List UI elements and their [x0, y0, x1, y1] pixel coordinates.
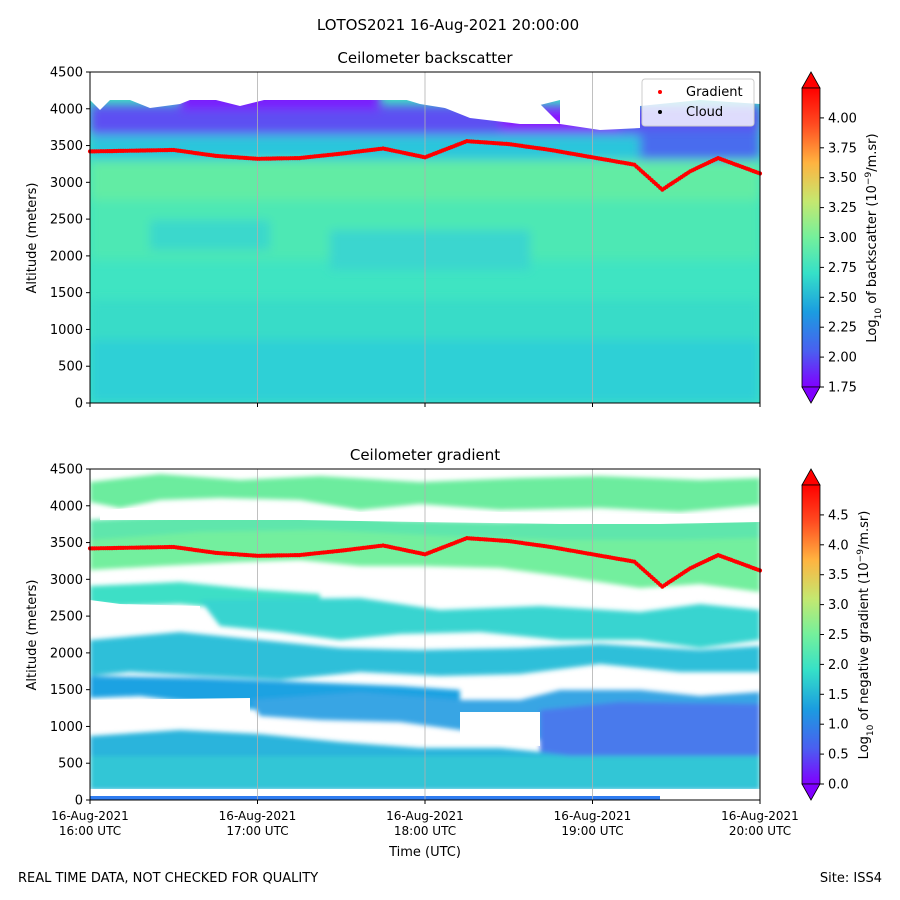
y-tick-label: 3500 [50, 536, 83, 551]
colorbar-tick-label: 1.5 [828, 688, 849, 703]
colorbar-tick-label: 2.75 [828, 261, 857, 276]
gradient-ylabel: Altitude (meters) [25, 580, 40, 691]
backscatter-ylabel: Altitude (meters) [25, 183, 40, 294]
y-tick-label: 4500 [50, 463, 83, 478]
x-tick-time: 19:00 UTC [561, 824, 623, 838]
colorbar-tick-label: 3.50 [828, 171, 857, 186]
colorbar-tick-label: 3.25 [828, 201, 857, 216]
y-tick-label: 1500 [50, 683, 83, 698]
y-tick-label: 4000 [50, 102, 83, 117]
x-tick-date: 16-Aug-2021 [386, 809, 464, 823]
backscatter-title: Ceilometer backscatter [337, 49, 513, 67]
legend-gradient-label: Gradient [686, 85, 743, 100]
y-tick-label: 1500 [50, 286, 83, 301]
colorbar-tick-label: 1.75 [828, 381, 857, 396]
x-tick-date: 16-Aug-2021 [554, 809, 632, 823]
colorbar-tick-label: 2.50 [828, 291, 857, 306]
y-tick-label: 3500 [50, 139, 83, 154]
x-tick-date: 16-Aug-2021 [219, 809, 297, 823]
gradient-xlabel: Time (UTC) [388, 845, 461, 860]
x-tick-time: 17:00 UTC [226, 824, 288, 838]
y-tick-label: 2500 [50, 213, 83, 228]
x-tick-time: 20:00 UTC [729, 824, 791, 838]
x-tick-date: 16-Aug-2021 [721, 809, 799, 823]
y-tick-label: 500 [58, 360, 83, 375]
y-tick-label: 1000 [50, 323, 83, 338]
y-tick-label: 4500 [50, 66, 83, 81]
legend-cloud-label: Cloud [686, 105, 723, 120]
gradient-title: Ceilometer gradient [350, 446, 500, 464]
colorbar-tick-label: 0.5 [828, 748, 849, 763]
gradient-colorbar-ticks: 0.0 0.5 1.0 1.5 2.0 2.5 3.0 3.5 4.0 4.5 [820, 508, 849, 793]
y-tick-label: 3000 [50, 573, 83, 588]
colorbar-tick-label: 2.5 [828, 628, 849, 643]
y-tick-label: 2000 [50, 249, 83, 264]
gradient-panel: Ceilometer gradient [25, 446, 876, 860]
colorbar-tick-label: 2.25 [828, 321, 857, 336]
x-tick-date: 16-Aug-2021 [51, 809, 129, 823]
backscatter-gradient-points [87, 139, 763, 192]
gradient-gridlines [257, 469, 593, 800]
colorbar-tick-label: 3.75 [828, 141, 857, 156]
gradient-gradient-points [87, 536, 763, 589]
colorbar-tick-label: 4.5 [828, 508, 849, 523]
y-tick-label: 0 [75, 794, 83, 809]
colorbar-tick-label: 3.0 [828, 598, 849, 613]
figure-suptitle: LOTOS2021 16-Aug-2021 20:00:00 [317, 16, 579, 34]
colorbar-tick-label: 4.0 [828, 538, 849, 553]
x-tick-time: 16:00 UTC [59, 824, 121, 838]
legend-gradient-marker [658, 90, 662, 94]
y-tick-label: 4000 [50, 499, 83, 514]
colorbar-tick-label: 2.00 [828, 351, 857, 366]
backscatter-colorbar: 1.75 2.00 2.25 2.50 2.75 3.00 3.25 3.50 3.75 4.00… [801, 71, 884, 404]
colorbar-tick-label: 3.00 [828, 231, 857, 246]
backscatter-x-ticks [89, 403, 761, 407]
gradient-colorbar: 0.0 0.5 1.0 1.5 2.0 2.5 3.0 3.5 4.0 4.5 Log10 of … [801, 468, 876, 801]
y-tick-label: 3000 [50, 176, 83, 191]
backscatter-colorbar-label: Log10 of backscatter (10−9/m.sr) [864, 133, 884, 342]
colorbar-tick-label: 2.0 [828, 658, 849, 673]
gradient-y-ticks: 0 500 1000 1500 2000 2500 3000 3500 4000 4500 [50, 463, 90, 809]
y-tick-label: 1000 [50, 720, 83, 735]
legend-cloud-marker [658, 110, 662, 114]
y-tick-label: 2500 [50, 610, 83, 625]
y-tick-label: 500 [58, 757, 83, 772]
backscatter-colorbar-ticks: 1.75 2.00 2.25 2.50 2.75 3.00 3.25 3.50 3.75 4.00 [820, 111, 857, 396]
y-tick-label: 0 [75, 397, 83, 412]
x-tick-time: 18:00 UTC [394, 824, 456, 838]
footer-quality-note: REAL TIME DATA, NOT CHECKED FOR QUALITY [18, 871, 318, 886]
footer-site: Site: ISS4 [820, 871, 882, 886]
backscatter-gridlines [257, 72, 593, 403]
colorbar-tick-label: 0.0 [828, 778, 849, 793]
gradient-colorbar-label: Log10 of negative gradient (10−9/m.sr) [856, 511, 876, 760]
colorbar-tick-label: 3.5 [828, 568, 849, 583]
colorbar-tick-label: 4.00 [828, 111, 857, 126]
backscatter-legend: Gradient Cloud [641, 78, 755, 127]
y-tick-label: 2000 [50, 646, 83, 661]
backscatter-y-ticks: 0 500 1000 1500 2000 2500 3000 3500 4000 4500 [50, 66, 90, 412]
backscatter-panel: Ceilometer backscatter [25, 49, 884, 412]
colorbar-tick-label: 1.0 [828, 718, 849, 733]
